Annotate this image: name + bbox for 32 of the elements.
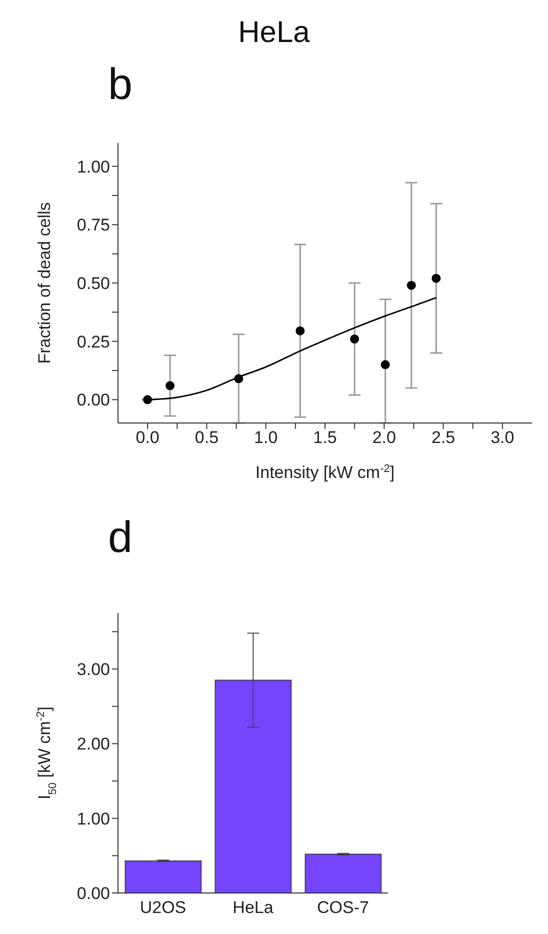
point — [143, 395, 152, 404]
x-tick-label: COS-7 — [317, 898, 369, 918]
x-tick-label: 2.0 — [372, 428, 396, 448]
x-tick-label: 3.0 — [490, 428, 514, 448]
y-tick-label: 0.25 — [76, 332, 110, 352]
x-tick-label: 0.5 — [194, 428, 219, 448]
x-tick-label: HeLa — [232, 898, 274, 918]
x-tick-label: 0.0 — [136, 428, 160, 448]
x-tick-label: 1.0 — [254, 428, 278, 448]
point — [296, 326, 305, 336]
x-tick-label: U2OS — [140, 898, 186, 918]
point — [350, 334, 360, 344]
point — [234, 374, 244, 384]
y-axis-title: Fraction of dead cells — [35, 202, 54, 364]
y-tick-label: 1.00 — [76, 157, 110, 176]
y-tick-label: 0.50 — [76, 274, 110, 294]
y-tick-label: 0.00 — [76, 884, 110, 904]
x-axis-title: Intensity [kW cm$^{-2}$] — [255, 463, 395, 482]
chart-title: HeLa — [237, 16, 311, 50]
y-tick-label: 0.75 — [76, 216, 110, 235]
x-tick-label: 2.5 — [431, 428, 456, 448]
point — [406, 280, 416, 290]
text: d — [108, 513, 132, 563]
y-tick-label: 1.00 — [76, 809, 110, 828]
y-tick-label: 3.00 — [76, 660, 110, 680]
point — [166, 381, 175, 390]
point — [432, 274, 441, 283]
text: b — [108, 60, 132, 110]
y-tick-label: 2.00 — [76, 734, 110, 754]
point — [380, 360, 390, 370]
y-tick-label: 0.00 — [76, 390, 110, 410]
x-tick-label: 1.5 — [313, 428, 337, 448]
